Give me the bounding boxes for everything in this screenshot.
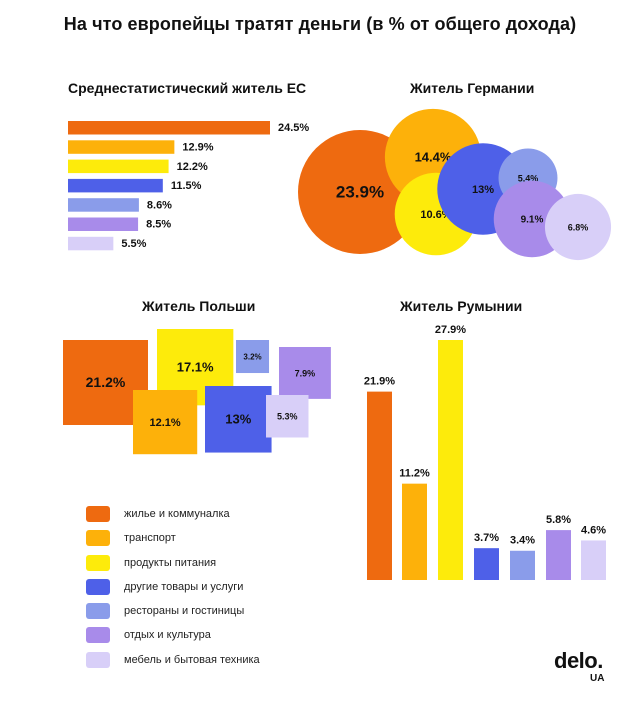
romania-bar-label: 3.4% [510,535,535,547]
germany-chart-title: Житель Германии [410,80,535,96]
eu-bar [68,178,163,193]
legend-swatch [86,603,110,620]
romania-bar [438,340,463,580]
eu-bar [68,217,139,231]
legend-swatch [86,627,110,644]
romania-bar [474,548,499,580]
legend-label: жилье и коммуналка [124,508,230,520]
poland-square [205,386,272,453]
eu-bar [68,236,114,251]
legend-label: мебель и бытовая техника [124,653,260,666]
legend-item-recreation: отдых и культура [86,627,326,644]
eu-bar [68,140,175,154]
eu-bar-label: 5.5% [121,238,146,250]
logo-sub: UA [590,673,605,684]
romania-bar [367,391,392,580]
eu-bar [68,121,270,135]
eu-bar-label: 8.5% [146,219,171,231]
eu-bar-label: 12.2% [177,161,208,173]
legend: жилье и коммуналка транспорт продукты пи… [86,506,326,676]
germany-bubble [544,193,612,261]
legend-item-food: продукты питания [86,554,326,571]
poland-square-label: 3.2% [243,353,261,362]
poland-square [279,347,331,399]
legend-swatch [86,530,110,547]
germany-bubble-label: 13% [472,184,494,196]
eu-bar [68,198,139,212]
legend-swatch [86,554,110,571]
poland-square-label: 13% [225,412,251,427]
legend-item-furniture: мебель и бытовая техника [86,651,326,668]
legend-item-transport: транспорт [86,530,326,547]
romania-bar-label: 5.8% [546,514,571,526]
germany-bubble-label: 5.4% [518,173,539,183]
page-title: На что европейцы тратят деньги (в % от о… [63,14,577,34]
romania-bar-label: 11.2% [399,468,430,480]
eu-chart-title: Среднестатистический житель ЕС [68,80,307,96]
legend-label: продукты питания [124,556,217,569]
romania-bar [581,540,606,580]
legend-label: рестораны и гостиницы [124,605,245,618]
romania-bar [546,530,571,580]
eu-bar-label: 12.9% [182,141,213,153]
poland-square-label: 21.2% [86,374,126,390]
eu-bar-label: 11.5% [171,180,202,192]
legend-swatch [86,506,110,522]
poland-square [133,390,198,455]
poland-chart-title: Житель Польши [142,298,256,314]
poland-square-label: 5.3% [277,412,298,422]
legend-item-housing: жилье и коммуналка [86,506,326,522]
romania-bar-label: 27.9% [435,324,466,336]
poland-square [266,395,309,438]
romania-bar-label: 3.7% [474,532,499,544]
germany-bubble-label: 9.1% [521,215,544,226]
eu-bar-label: 24.5% [278,122,309,134]
legend-label: отдых и культура [124,629,211,642]
legend-item-restaurants: рестораны и гостиницы [86,603,326,620]
germany-bubble-label: 6.8% [568,222,589,232]
romania-bar [510,550,535,580]
poland-square [236,340,270,374]
logo-word: delo. [554,648,603,673]
legend-item-other-goods: другие товары и услуги [86,578,326,595]
eu-bar [68,159,169,174]
legend-swatch [86,651,110,668]
germany-bubble-label: 23.9% [336,182,384,201]
poland-square-label: 12.1% [150,417,181,429]
germany-bubble-label: 14.4% [415,149,452,164]
legend-label: транспорт [124,532,176,545]
eu-bar-label: 8.6% [147,199,172,211]
poland-square-label: 17.1% [177,360,214,375]
poland-square-label: 7.9% [295,368,316,378]
legend-label: другие товары и услуги [124,580,244,593]
legend-swatch [86,578,110,595]
romania-bar [402,483,427,580]
romania-chart-title: Житель Румынии [400,298,523,314]
romania-bar-label: 21.9% [364,376,395,388]
romania-bar-label: 4.6% [581,524,606,536]
delo-logo: delo. UA [554,648,614,688]
